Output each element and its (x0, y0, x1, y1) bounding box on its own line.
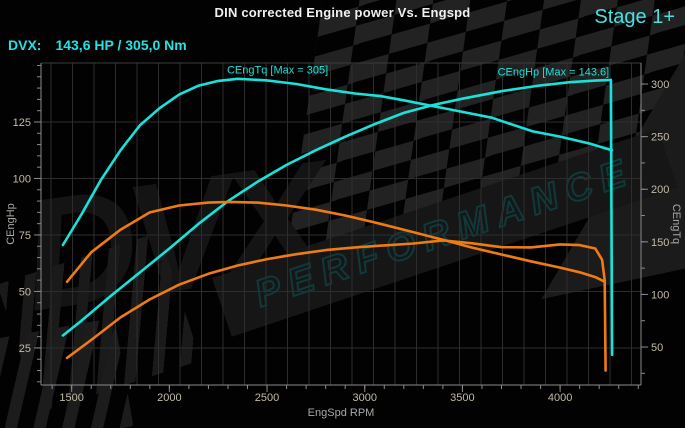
annotation-right: CEngTq [Max = 305] (227, 65, 328, 77)
svg-text:200: 200 (651, 184, 669, 196)
annotation-left: CEngHp [Max = 143.6] (498, 67, 610, 79)
svg-text:150: 150 (651, 237, 669, 249)
svg-text:100: 100 (13, 173, 31, 185)
svg-text:250: 250 (651, 132, 669, 144)
x-axis (51, 385, 639, 392)
svg-text:25: 25 (19, 343, 31, 355)
svg-text:300: 300 (651, 79, 669, 91)
y-axis-left-title: CEngHp (5, 203, 17, 245)
svg-text:4000: 4000 (548, 392, 572, 404)
series-stock_torque_nm-line (65, 200, 606, 284)
svg-text:50: 50 (19, 286, 31, 298)
stage-badge: Stage 1+ (594, 6, 675, 28)
svg-text:75: 75 (19, 230, 31, 242)
result-prefix: DVX: (8, 37, 42, 53)
svg-text:125: 125 (13, 117, 31, 129)
svg-text:2000: 2000 (157, 392, 181, 404)
svg-text:100: 100 (651, 289, 669, 301)
chart-title: DIN corrected Engine power Vs. Engspd (214, 5, 471, 20)
x-axis-title: EngSpd RPM (308, 407, 375, 419)
result-readout: DVX: 143,6 HP / 305,0 Nm (8, 37, 187, 53)
y-axis-right-title: CEngTq (670, 204, 682, 244)
series-stage_torque_nm-line (61, 77, 614, 247)
svg-text:50: 50 (651, 342, 663, 354)
svg-text:2500: 2500 (255, 392, 279, 404)
svg-text:3500: 3500 (450, 392, 474, 404)
svg-text:3000: 3000 (352, 392, 376, 404)
y-axis-right (641, 83, 648, 374)
y-axis-left (34, 64, 41, 383)
result-value: 143,6 HP / 305,0 Nm (55, 37, 187, 53)
svg-text:1500: 1500 (59, 392, 83, 404)
